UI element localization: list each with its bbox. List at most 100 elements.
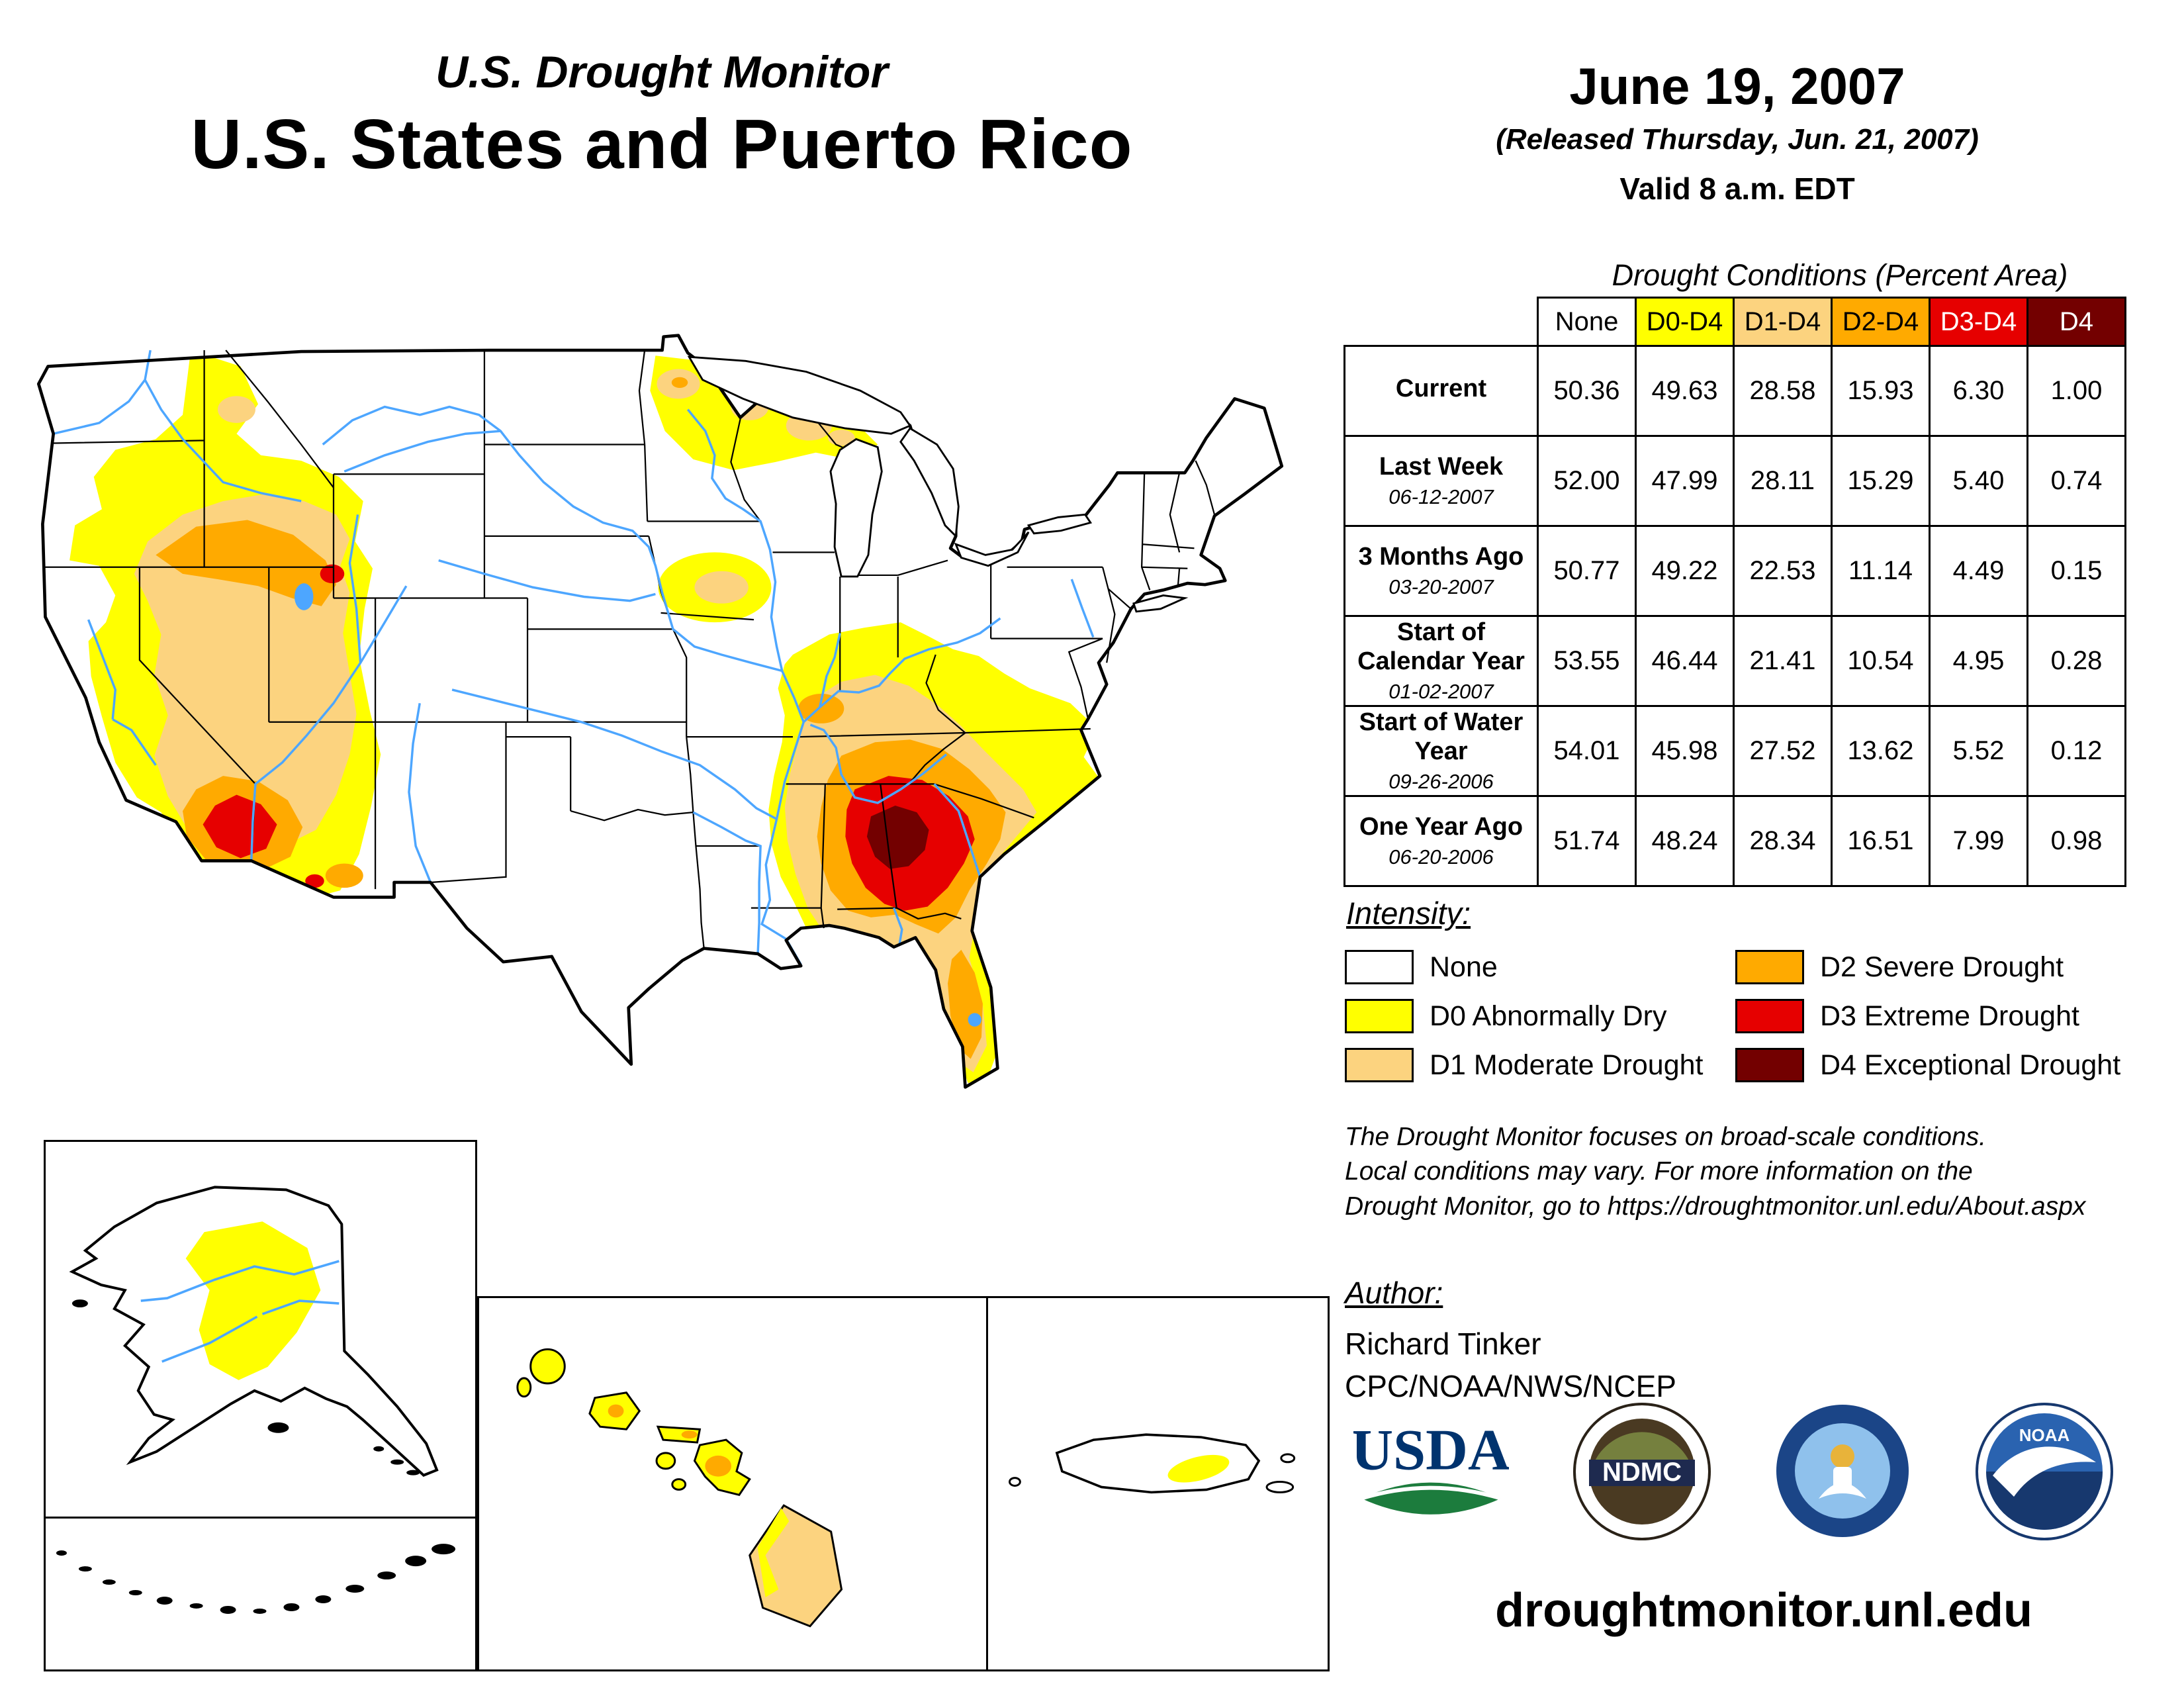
rivers xyxy=(53,350,1095,1027)
d0-swatch xyxy=(1345,999,1414,1033)
lake-huron xyxy=(899,427,960,539)
table-cell: 0.98 xyxy=(2026,795,2126,887)
table-cell: 48.24 xyxy=(1635,795,1735,887)
released-line: (Released Thursday, Jun. 21, 2007) xyxy=(1496,123,1979,156)
puerto-rico-inset xyxy=(986,1296,1330,1671)
oahu-d2-spot xyxy=(608,1404,624,1418)
table-cell: 16.51 xyxy=(1831,795,1931,887)
row-label: One Year Ago 06-20-2006 xyxy=(1343,795,1539,887)
none-swatch xyxy=(1345,950,1414,984)
table-cell: 22.53 xyxy=(1733,525,1833,617)
table-row: One Year Ago 06-20-2006 51.74 48.24 28.34… xyxy=(1343,795,2126,887)
col-header-d4: D4 xyxy=(2026,297,2126,347)
table-cell: 15.29 xyxy=(1831,435,1931,527)
table-cell: 28.58 xyxy=(1733,345,1833,437)
long-island xyxy=(1132,594,1189,613)
table-cell: 52.00 xyxy=(1537,435,1637,527)
legend-item-d1: D1 Moderate Drought xyxy=(1345,1048,1735,1082)
kauai-island xyxy=(529,1348,566,1385)
col-header-d2-d4: D2-D4 xyxy=(1831,297,1931,347)
d4-swatch xyxy=(1735,1048,1804,1082)
big-island-d0-band xyxy=(757,1508,790,1597)
table-cell: 46.44 xyxy=(1635,615,1735,707)
table-cell: 0.12 xyxy=(2026,705,2126,797)
map-header: U.S. Drought Monitor U.S. States and Pue… xyxy=(79,46,1244,185)
author-org: CPC/NOAA/NWS/NCEP xyxy=(1345,1368,1676,1403)
drought-conditions-table: None D0-D4 D1-D4 D2-D4 D3-D4 D4 Current … xyxy=(1343,297,2126,887)
col-header-d1-d4: D1-D4 xyxy=(1733,297,1833,347)
lake-okeechobee xyxy=(968,1013,981,1027)
aleutians-inset xyxy=(44,1517,477,1671)
table-corner-cell xyxy=(1345,298,1538,346)
alaska-map xyxy=(69,1186,439,1477)
row-label: 3 Months Ago 03-20-2007 xyxy=(1343,525,1539,617)
hawaii-map xyxy=(516,1348,843,1628)
disclaimer-line: Drought Monitor, go to https://droughtmo… xyxy=(1345,1192,2086,1221)
ndmc-logo-text: NDMC xyxy=(1602,1458,1682,1487)
puerto-rico-d0-area xyxy=(1167,1454,1230,1483)
table-cell: 47.99 xyxy=(1635,435,1735,527)
lanai-island xyxy=(655,1452,676,1470)
table-cell: 7.99 xyxy=(1929,795,2028,887)
table-cell: 49.22 xyxy=(1635,525,1735,617)
col-header-none: None xyxy=(1537,297,1637,347)
d2-swatch xyxy=(1735,950,1804,984)
legend-label: D3 Extreme Drought xyxy=(1820,1000,2079,1032)
disclaimer-line: The Drought Monitor focuses on broad-sca… xyxy=(1345,1123,1987,1151)
table-row: Start of Water Year 09-26-2006 54.01 45.9… xyxy=(1343,705,2126,797)
noaa-bird xyxy=(1993,1446,2096,1497)
lake-erie xyxy=(954,531,1030,567)
ndmc-logo: NDMC xyxy=(1573,1402,1711,1540)
table-cell: 1.00 xyxy=(2026,345,2126,437)
table-cell: 5.52 xyxy=(1929,705,2028,797)
aleutians-map xyxy=(56,1544,456,1614)
noaa-logo: NOAA xyxy=(1976,1402,2113,1540)
author-name: Richard Tinker xyxy=(1345,1327,1541,1362)
lake-michigan xyxy=(829,438,883,578)
puerto-rico-outlying-islands xyxy=(1009,1453,1296,1493)
col-header-d0-d4: D0-D4 xyxy=(1635,297,1735,347)
table-cell: 4.49 xyxy=(1929,525,2028,617)
table-cell: 11.14 xyxy=(1831,525,1931,617)
table-row: Current 50.36 49.63 28.58 15.93 6.30 1.0… xyxy=(1343,345,2126,437)
table-cell: 53.55 xyxy=(1537,615,1637,707)
great-salt-lake xyxy=(294,583,314,610)
drought-layers xyxy=(69,350,1099,1084)
lake-superior xyxy=(687,355,912,435)
table-row: Start of Calendar Year 01-02-2007 53.55 4… xyxy=(1343,615,2126,707)
legend-label: None xyxy=(1430,951,1498,983)
intensity-legend: Intensity: None D0 Abnormally Dry D1 Mod… xyxy=(1345,895,2159,1082)
hawaii-inset xyxy=(477,1296,988,1671)
lake-ontario xyxy=(1026,513,1093,535)
kahoolawe-island xyxy=(671,1478,687,1491)
table-cell: 4.95 xyxy=(1929,615,2028,707)
footer-url: droughtmonitor.unl.edu xyxy=(1495,1584,2032,1637)
conus-map xyxy=(36,334,1284,1089)
table-cell: 28.34 xyxy=(1733,795,1833,887)
table-cell: 27.52 xyxy=(1733,705,1833,797)
legend-label: D2 Severe Drought xyxy=(1820,951,2064,983)
noaa-logo-text: NOAA xyxy=(2019,1425,2070,1445)
usda-logo: USDA xyxy=(1353,1417,1509,1515)
alaska-inset xyxy=(44,1140,477,1519)
commerce-logo xyxy=(1776,1404,1909,1537)
commerce-emblem-top xyxy=(1831,1444,1854,1468)
table-cell: 10.54 xyxy=(1831,615,1931,707)
author-heading: Author: xyxy=(1345,1276,1443,1310)
table-cell: 50.77 xyxy=(1537,525,1637,617)
legend-label: D4 Exceptional Drought xyxy=(1820,1049,2121,1081)
legend-label: D1 Moderate Drought xyxy=(1430,1049,1704,1081)
agency-logos: USDA NDMC NOAA xyxy=(1353,1400,2115,1542)
table-cell: 0.15 xyxy=(2026,525,2126,617)
table-row: Last Week 06-12-2007 52.00 47.99 28.11 15… xyxy=(1343,435,2126,527)
table-title: Drought Conditions (Percent Area) xyxy=(1612,258,2068,292)
table-cell: 51.74 xyxy=(1537,795,1637,887)
puerto-rico-map xyxy=(1009,1433,1296,1494)
table-row: 3 Months Ago 03-20-2007 50.77 49.22 22.53… xyxy=(1343,525,2126,617)
d4-exceptional-drought-layer xyxy=(866,805,929,869)
table-cell: 50.36 xyxy=(1537,345,1637,437)
author-block: Author: Richard Tinker CPC/NOAA/NWS/NCEP xyxy=(1345,1272,1676,1407)
row-label: Start of Calendar Year 01-02-2007 xyxy=(1343,615,1539,707)
release-block: June 19, 2007 (Released Thursday, Jun. 2… xyxy=(1377,56,2098,207)
table-cell: 45.98 xyxy=(1635,705,1735,797)
